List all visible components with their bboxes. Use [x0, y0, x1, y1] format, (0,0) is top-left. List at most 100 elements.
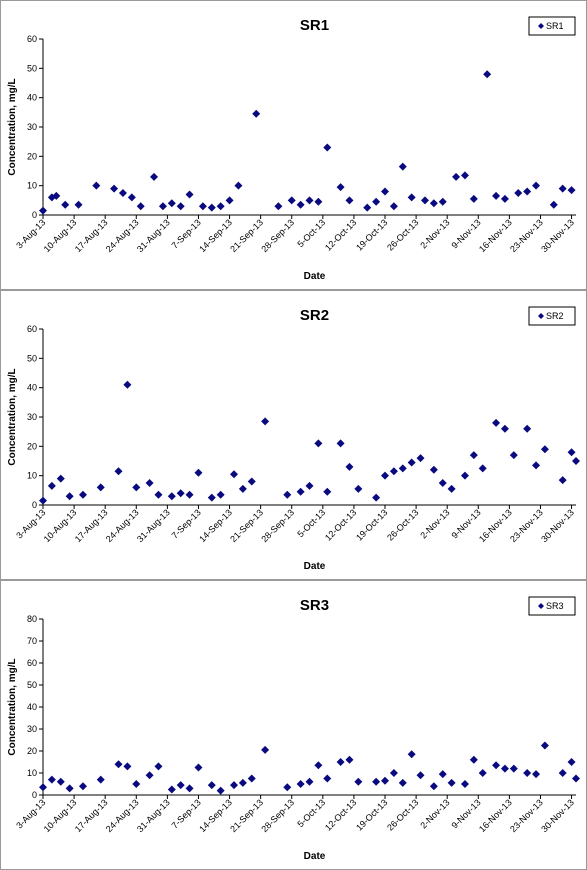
- y-tick-label: 50: [27, 63, 37, 73]
- x-tick-label: 31-Aug-13: [135, 507, 172, 544]
- y-tick-label: 10: [27, 181, 37, 191]
- data-point: [389, 467, 398, 476]
- data-point: [154, 490, 163, 499]
- data-point: [389, 769, 398, 777]
- data-point: [323, 774, 332, 783]
- data-point: [56, 474, 65, 483]
- data-point: [478, 769, 487, 777]
- legend-label: SR1: [546, 21, 564, 31]
- data-point: [274, 202, 283, 211]
- data-point: [132, 780, 141, 788]
- data-point: [110, 184, 119, 193]
- data-point: [261, 745, 270, 754]
- y-tick-label: 0: [32, 210, 37, 220]
- data-point: [65, 492, 74, 501]
- data-point: [216, 786, 225, 795]
- data-point: [114, 467, 123, 476]
- x-tick-label: 5-Oct-13: [295, 217, 327, 249]
- data-point: [492, 761, 501, 770]
- x-tick-label: 30-Nov-13: [539, 217, 576, 254]
- data-point: [447, 778, 456, 787]
- chart-panel-sr2: SR2 0 10 20 30 40 50 60 3-Aug-13 10-Aug-13 17-Aug-…: [0, 290, 587, 580]
- data-point: [132, 483, 141, 492]
- data-point: [176, 781, 185, 790]
- data-point: [532, 461, 541, 470]
- y-tick-label: 20: [27, 151, 37, 161]
- data-point: [52, 191, 61, 200]
- data-point: [185, 490, 194, 499]
- data-point: [323, 487, 332, 496]
- x-tick-label: 26-Oct-13: [385, 217, 420, 252]
- data-point: [314, 761, 323, 770]
- y-axis-label: Concentration, mg/L: [7, 368, 18, 465]
- y-axis-label: Concentration, mg/L: [7, 78, 18, 175]
- data-point: [198, 202, 207, 211]
- data-point: [305, 196, 314, 205]
- chart-sr3: SR3010203040506070803-Aug-1310-Aug-1317-…: [7, 596, 580, 862]
- data-point: [194, 763, 203, 772]
- data-point: [47, 775, 56, 784]
- data-point: [389, 202, 398, 211]
- data-point: [305, 777, 314, 786]
- chart-title: SR3: [300, 597, 329, 614]
- data-point: [167, 785, 176, 794]
- chart-sr1: SR101020304050603-Aug-1310-Aug-1317-Aug-…: [7, 16, 576, 282]
- y-tick-label: 60: [27, 34, 37, 44]
- y-tick-label: 40: [27, 702, 37, 712]
- data-point: [345, 462, 354, 471]
- data-point: [314, 439, 323, 448]
- data-point: [96, 483, 105, 492]
- x-tick-label: 2-Nov-13: [418, 217, 451, 250]
- y-tick-label: 70: [27, 636, 37, 646]
- data-point: [296, 487, 305, 496]
- legend-box: [528, 596, 576, 616]
- data-point: [74, 200, 83, 209]
- legend-marker: [538, 603, 544, 609]
- data-point: [558, 769, 567, 777]
- data-point: [492, 191, 501, 200]
- data-point: [345, 755, 354, 764]
- data-point: [247, 774, 256, 783]
- data-point: [65, 784, 74, 793]
- data-point: [225, 196, 234, 205]
- data-point: [532, 181, 541, 190]
- x-tick-label: 12-Oct-13: [323, 217, 358, 252]
- x-axis-label: Date: [304, 561, 326, 572]
- chart-sr2: SR201020304050603-Aug-1310-Aug-1317-Aug-…: [7, 306, 580, 572]
- data-point: [118, 189, 127, 197]
- x-axis-label: Date: [304, 271, 326, 282]
- data-point: [296, 200, 305, 209]
- data-point: [296, 780, 305, 788]
- data-point: [78, 490, 87, 499]
- data-point: [469, 755, 478, 764]
- data-point: [39, 206, 47, 215]
- data-point: [216, 490, 225, 499]
- legend-box: [528, 16, 576, 36]
- data-point: [407, 458, 416, 467]
- data-point: [323, 143, 332, 152]
- data-point: [532, 770, 541, 779]
- data-point: [572, 457, 580, 465]
- data-point: [96, 775, 105, 784]
- x-tick-label: 2-Nov-13: [418, 507, 451, 540]
- legend-marker: [538, 313, 544, 319]
- data-point: [176, 202, 185, 211]
- x-tick-label: 28-Sep-13: [259, 217, 296, 254]
- x-tick-label: 26-Oct-13: [385, 507, 420, 542]
- x-tick-label: 30-Nov-13: [539, 797, 576, 834]
- data-point: [305, 481, 314, 490]
- chart-title: SR1: [300, 17, 329, 34]
- data-point: [567, 758, 576, 766]
- data-point: [509, 764, 518, 773]
- y-axis-label: Concentration, mg/L: [7, 658, 18, 755]
- data-point: [154, 762, 163, 771]
- data-point: [540, 741, 549, 750]
- x-tick-label: 28-Sep-13: [259, 797, 296, 834]
- x-tick-label: 19-Oct-13: [354, 797, 389, 832]
- data-point: [176, 489, 185, 498]
- data-point: [398, 162, 407, 171]
- data-point: [287, 196, 296, 205]
- data-point: [61, 200, 70, 209]
- data-point: [123, 762, 132, 771]
- data-point: [452, 172, 461, 181]
